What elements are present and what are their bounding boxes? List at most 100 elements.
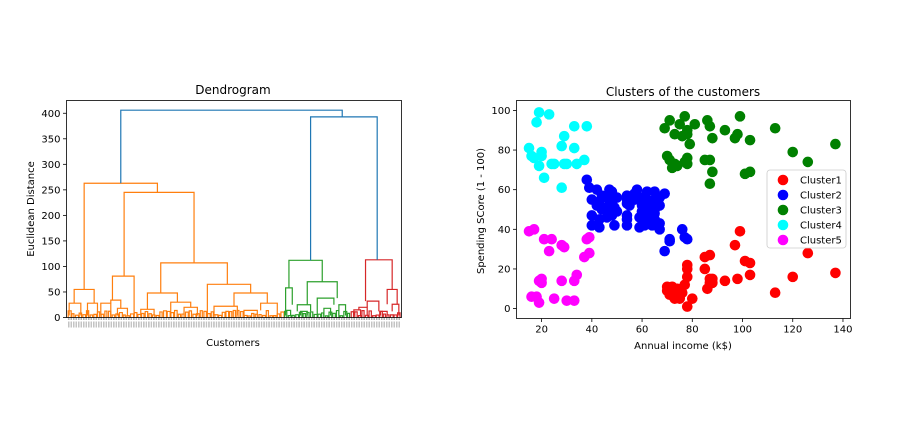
scatter-point bbox=[686, 293, 698, 304]
dendrogram-leaf-merge bbox=[247, 315, 252, 318]
scatter-point bbox=[769, 287, 781, 299]
scatter-point bbox=[769, 122, 781, 134]
dendrogram-leaf-merge bbox=[199, 310, 203, 318]
scatter-point bbox=[568, 295, 580, 306]
series-cluster1 bbox=[661, 226, 841, 312]
legend-marker bbox=[777, 189, 789, 201]
scatter-x-tick-label: 20 bbox=[535, 325, 548, 336]
scatter-x-tick-label: 100 bbox=[733, 325, 752, 336]
legend-marker bbox=[777, 219, 789, 231]
scatter-point bbox=[584, 231, 595, 243]
dendrogram-leaf-merge bbox=[291, 314, 295, 318]
scatter-point bbox=[609, 220, 620, 231]
scatter-x-tick-label: 80 bbox=[686, 325, 699, 336]
legend-label: Cluster1 bbox=[800, 176, 842, 187]
scatter-point bbox=[548, 158, 560, 170]
legend-marker bbox=[777, 234, 789, 246]
scatter-point bbox=[558, 241, 570, 253]
scatter-x-tick-label: 120 bbox=[783, 325, 802, 336]
scatter-point bbox=[536, 277, 547, 289]
dendrogram-cluster-merge bbox=[123, 191, 195, 277]
scatter-point bbox=[707, 273, 718, 285]
dendrogram-leaf-merge bbox=[188, 310, 193, 318]
dendrogram-cluster-merge bbox=[288, 259, 323, 288]
dendrogram-cluster-merge bbox=[73, 288, 95, 304]
scatter-point bbox=[584, 247, 595, 259]
dendrogram-cluster-merge bbox=[183, 306, 198, 316]
scatter-point bbox=[659, 188, 670, 199]
dendrogram-leaf-merge bbox=[368, 310, 372, 318]
scatter-y-ticks: 0 20 40 60 80 100 bbox=[491, 106, 517, 315]
dendrogram-leaf-merge bbox=[74, 314, 80, 318]
scatter-point bbox=[571, 269, 583, 281]
dendrogram-upper-merge bbox=[309, 116, 378, 261]
scatter-point bbox=[681, 301, 693, 312]
dendrogram-y-tick-label: 400 bbox=[41, 109, 60, 120]
scatter-points bbox=[523, 107, 841, 312]
scatter-point bbox=[787, 271, 799, 283]
scatter-point bbox=[546, 233, 557, 245]
dendrogram-x-label: Customers bbox=[206, 338, 260, 349]
dendrogram-cluster-merge bbox=[86, 302, 99, 316]
dendrogram-cluster-merge bbox=[68, 302, 82, 316]
scatter-x-ticks: 20 40 60 80 100 120 140 bbox=[535, 318, 853, 336]
dendrogram-cluster-merge bbox=[285, 309, 292, 316]
dendrogram-leaf-merge bbox=[357, 315, 362, 318]
scatter-y-tick-label: 20 bbox=[498, 264, 511, 275]
scatter-point bbox=[674, 118, 686, 130]
dendrogram-leaf-merge bbox=[375, 314, 380, 318]
dendrogram-links bbox=[67, 109, 401, 318]
dendrogram-leaf-merge bbox=[173, 309, 178, 318]
dendrogram-leaf-merge bbox=[232, 309, 237, 318]
scatter-point bbox=[536, 146, 547, 158]
scatter-point bbox=[681, 263, 693, 275]
series-cluster4 bbox=[523, 107, 593, 193]
dendrogram-y-tick-label: 350 bbox=[41, 134, 60, 145]
dendrogram-root-merge bbox=[120, 109, 343, 184]
scatter-point bbox=[561, 295, 573, 306]
scatter-point bbox=[704, 249, 716, 261]
dendrogram-cluster-merge bbox=[323, 307, 332, 316]
dendrogram-leaf-merge bbox=[382, 313, 386, 318]
scatter-point bbox=[641, 186, 653, 197]
scatter-point bbox=[830, 138, 841, 150]
scatter-point bbox=[681, 158, 693, 170]
scatter-point bbox=[631, 184, 643, 195]
scatter-point bbox=[664, 115, 675, 126]
dendrogram-leaf-merge bbox=[137, 313, 142, 318]
legend-label: Cluster5 bbox=[800, 236, 842, 247]
dendrogram-leaf-merge bbox=[214, 314, 219, 318]
legend-label: Cluster2 bbox=[800, 191, 842, 202]
dendrogram-leaf-merge bbox=[122, 314, 126, 318]
dendrogram-leaf-merge bbox=[100, 313, 105, 318]
series-cluster3 bbox=[659, 111, 841, 190]
scatter-point bbox=[568, 142, 580, 154]
dendrogram-cluster-merge bbox=[296, 304, 312, 312]
dendrogram-leaf-merge bbox=[262, 314, 267, 318]
scatter-point bbox=[611, 206, 623, 217]
scatter-point bbox=[654, 200, 665, 211]
dendrogram-cluster-merge bbox=[260, 302, 278, 316]
scatter-point bbox=[556, 140, 568, 152]
scatter-point bbox=[659, 245, 670, 257]
dendrogram-cluster-merge bbox=[111, 275, 135, 316]
dendrogram-cluster-merge bbox=[386, 288, 398, 305]
dendrogram-cluster-merge bbox=[353, 309, 362, 316]
scatter-point bbox=[533, 297, 545, 308]
dendrogram-cluster-merge bbox=[338, 304, 347, 316]
scatter-point bbox=[744, 166, 756, 178]
scatter-point bbox=[830, 267, 841, 279]
dendrogram-leaf-merge bbox=[82, 314, 87, 318]
dendrogram-cluster-merge bbox=[243, 309, 258, 316]
dendrogram-leaf-merge bbox=[393, 314, 398, 318]
dendrogram-axes-frame bbox=[66, 100, 402, 318]
scatter-point bbox=[732, 128, 743, 140]
dendrogram-cluster-merge bbox=[285, 287, 293, 311]
dendrogram-leaf-merge bbox=[148, 313, 152, 318]
dendrogram-leaf-merge bbox=[93, 313, 98, 318]
dendrogram-cluster-merge bbox=[233, 292, 268, 307]
dendrogram-leaf-merge bbox=[309, 311, 314, 318]
scatter-point bbox=[538, 172, 550, 184]
scatter-point bbox=[732, 273, 743, 285]
dendrogram-cluster-merge bbox=[364, 259, 393, 302]
